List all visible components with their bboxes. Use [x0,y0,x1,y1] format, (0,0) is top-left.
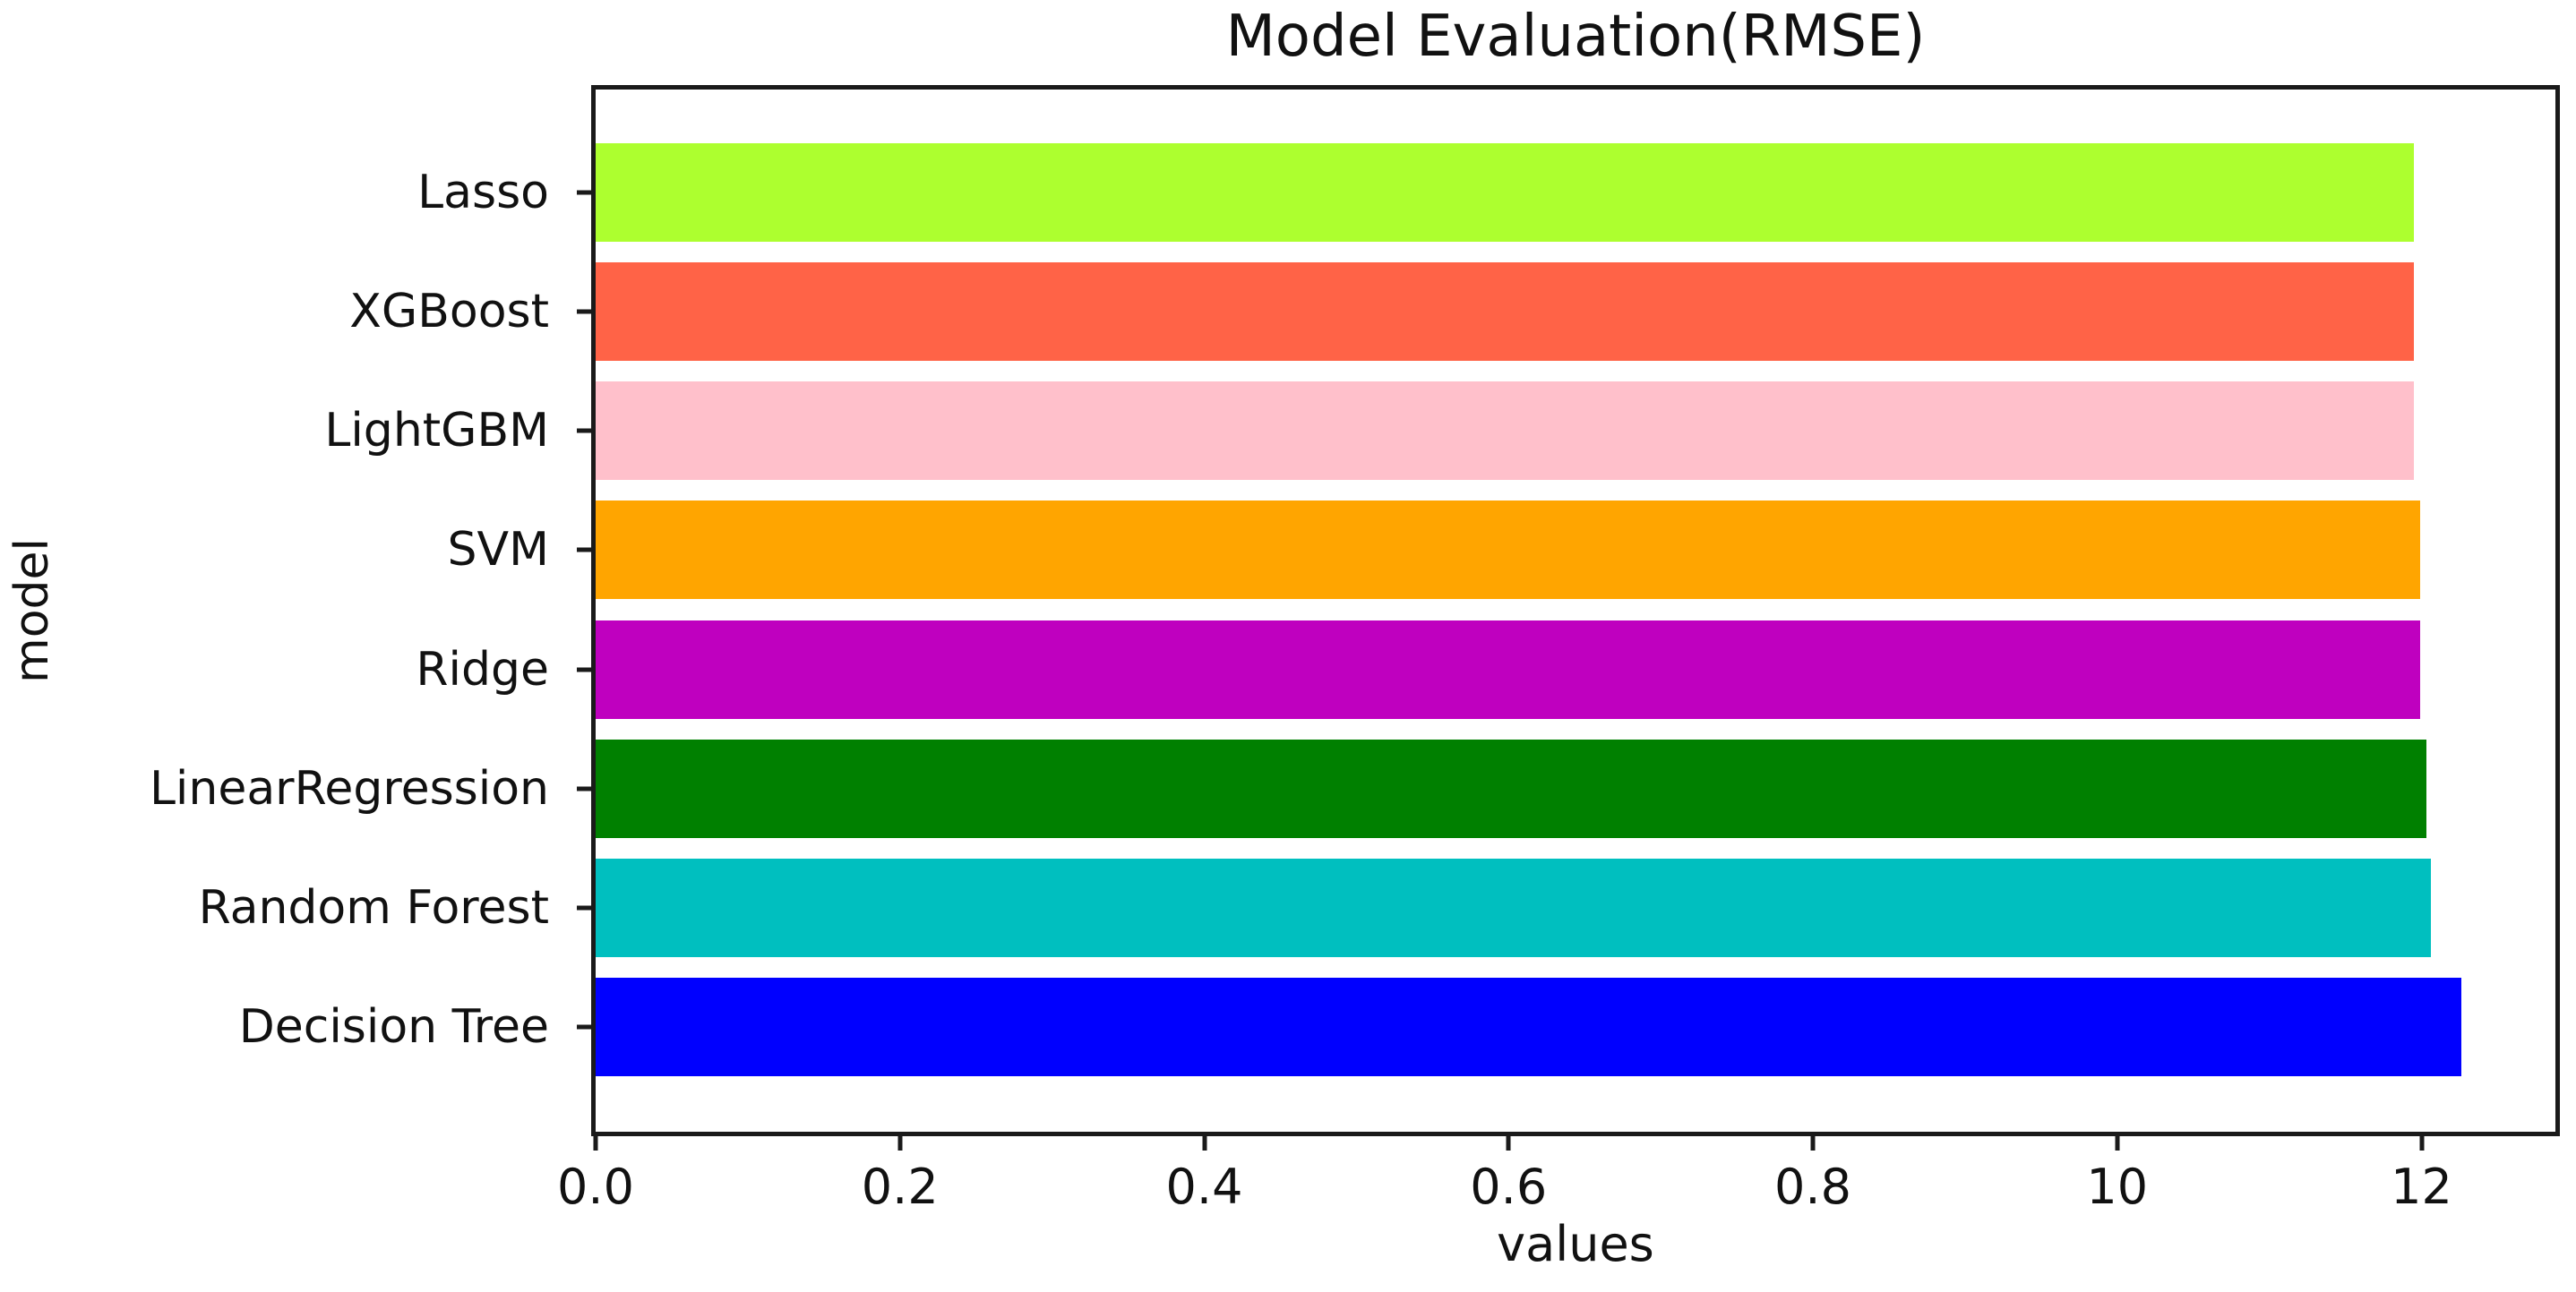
y-tick-label: Ridge [416,642,549,697]
y-tick-mark [577,1024,596,1030]
bar-row-lasso: Lasso [417,133,2555,252]
y-tick-mark [577,667,596,672]
x-tick-label: 10 [2086,1159,2149,1215]
bar-lightgbm [596,381,2414,481]
y-tick-label: Decision Tree [238,1000,549,1055]
bars-container: Lasso XGBoost LightGBM SVM Ridge LinearRegres… [150,90,2555,1132]
y-tick-label: SVM [447,523,549,578]
x-tick-mark [1202,1132,1206,1151]
y-tick-mark [577,786,596,791]
x-tick-label: 12 [2391,1159,2452,1215]
y-tick-label: XGBoost [349,284,549,338]
x-tick-mark [1506,1132,1511,1151]
bar-decision-tree [596,978,2461,1077]
plot-area: Lasso XGBoost LightGBM SVM Ridge LinearRegres… [150,85,2560,1215]
x-tick-mark [2115,1132,2120,1151]
bar-row-ridge: Ridge [416,610,2555,729]
bar-row-lightgbm: LightGBM [324,372,2555,491]
y-tick-label: Lasso [417,165,549,219]
y-tick-mark [577,190,596,195]
y-tick-mark [577,547,596,552]
x-tick-label: 0.6 [1470,1159,1548,1215]
x-tick-mark [2419,1132,2424,1151]
bar-random-forest [596,859,2431,958]
x-tick-label: 0.0 [557,1159,634,1215]
y-tick-mark [577,905,596,911]
bar-row-random-forest: Random Forest [199,849,2555,968]
bar-row-xgboost: XGBoost [349,252,2555,371]
y-axis-label: model [5,538,59,683]
x-tick-label: 0.8 [1774,1159,1851,1215]
x-tick-label: 0.2 [861,1159,939,1215]
bar-lasso [596,142,2414,242]
chart-title: Model Evaluation(RMSE) [1225,4,1926,70]
y-tick-label: Random Forest [198,881,549,936]
x-tick-mark [1810,1132,1816,1151]
bar-ridge [596,620,2420,719]
y-tick-label: LinearRegression [149,761,549,816]
x-tick-mark [897,1132,903,1151]
bar-row-linearregression: LinearRegression [150,729,2555,848]
y-tick-label: LightGBM [324,404,549,458]
bar-xgboost [596,261,2414,361]
y-tick-mark [577,428,596,433]
x-axis-label: values [1497,1216,1654,1272]
x-tick-mark [593,1132,598,1151]
x-tick-label: 0.4 [1165,1159,1243,1215]
bar-row-svm: SVM [448,491,2555,610]
y-tick-mark [577,309,596,314]
bar-row-decision-tree: Decision Tree [239,968,2555,1087]
bar-linearregression [596,739,2426,838]
bar-svm [596,501,2420,600]
